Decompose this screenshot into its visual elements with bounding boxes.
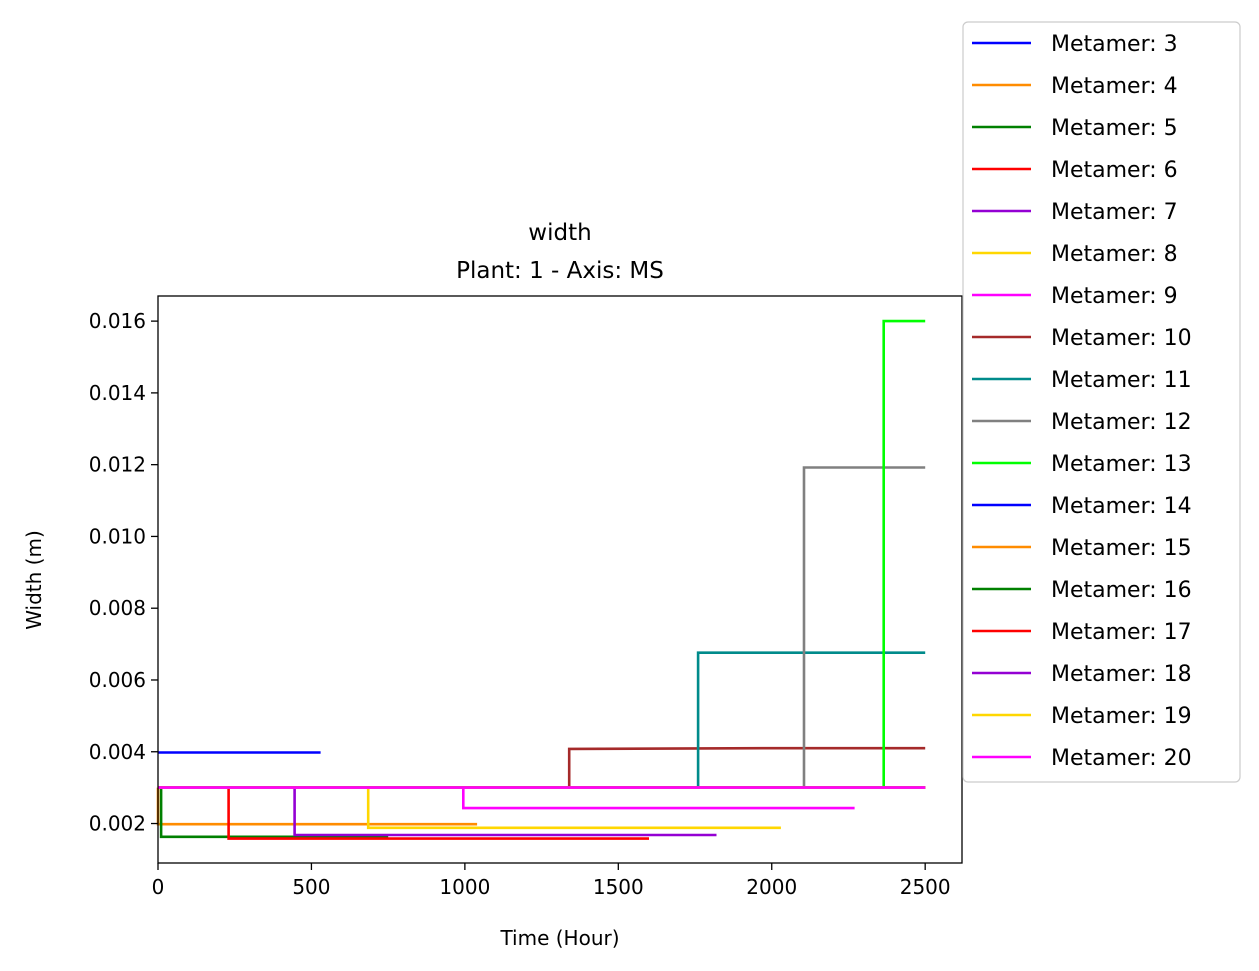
- legend-frame: [962, 21, 1241, 783]
- legend: Metamer: 3 Metamer: 4 Metamer: 5 Metamer: 6…: [962, 21, 1241, 783]
- y-tick-label: 0.004: [89, 740, 146, 764]
- x-tick-label: 500: [292, 875, 330, 899]
- series-line-7: [158, 786, 855, 810]
- legend-label: Metamer: 10: [1051, 326, 1192, 351]
- y-tick-label: 0.012: [89, 453, 146, 477]
- series-line-4: [158, 786, 649, 840]
- legend-label: Metamer: 9: [1051, 284, 1178, 309]
- series-line-11: [158, 319, 926, 789]
- legend-label: Metamer: 13: [1051, 452, 1192, 477]
- plot-frame: [157, 295, 963, 864]
- y-ticks: 0.002 0.004 0.006 0.008 0.010 0.012 0.014 0.016: [89, 309, 158, 836]
- chart-subtitle: Plant: 1 - Axis: MS: [456, 258, 664, 284]
- y-tick-label: 0.008: [89, 596, 146, 620]
- plot-lines: [156, 319, 926, 840]
- y-tick-label: 0.014: [89, 381, 146, 405]
- y-tick-label: 0.006: [89, 668, 146, 692]
- legend-label: Metamer: 18: [1051, 662, 1192, 687]
- x-axis-label: Time (Hour): [499, 926, 619, 950]
- x-ticks: 0 500 1000 1500 2000 2500: [152, 863, 951, 899]
- series-line-10: [158, 466, 926, 789]
- series-line-3: [158, 786, 389, 839]
- legend-label: Metamer: 16: [1051, 578, 1192, 603]
- legend-label: Metamer: 19: [1051, 704, 1192, 729]
- x-tick-label: 2000: [746, 875, 797, 899]
- x-tick-label: 1500: [593, 875, 644, 899]
- legend-label: Metamer: 5: [1051, 116, 1178, 141]
- chart-title: width: [528, 220, 591, 246]
- legend-label: Metamer: 15: [1051, 536, 1192, 561]
- legend-label: Metamer: 4: [1051, 74, 1178, 99]
- legend-label: Metamer: 17: [1051, 620, 1192, 645]
- legend-label: Metamer: 11: [1051, 368, 1192, 393]
- x-tick-label: 0: [152, 875, 165, 899]
- y-tick-label: 0.010: [89, 524, 146, 548]
- legend-label: Metamer: 7: [1051, 200, 1178, 225]
- legend-label: Metamer: 3: [1051, 32, 1178, 57]
- x-tick-label: 1000: [439, 875, 490, 899]
- series-line-9: [158, 651, 926, 789]
- legend-label: Metamer: 14: [1051, 494, 1192, 519]
- legend-label: Metamer: 6: [1051, 158, 1178, 183]
- legend-label: Metamer: 8: [1051, 242, 1178, 267]
- legend-label: Metamer: 12: [1051, 410, 1192, 435]
- legend-label: Metamer: 20: [1051, 746, 1192, 771]
- series-line-2: [156, 787, 478, 826]
- legend-items: Metamer: 3 Metamer: 4 Metamer: 5 Metamer: 6…: [972, 32, 1192, 771]
- y-tick-label: 0.016: [89, 309, 146, 333]
- x-tick-label: 2500: [900, 875, 951, 899]
- y-tick-label: 0.002: [89, 812, 146, 836]
- series-line-8: [158, 746, 926, 789]
- y-axis-label: Width (m): [22, 530, 46, 630]
